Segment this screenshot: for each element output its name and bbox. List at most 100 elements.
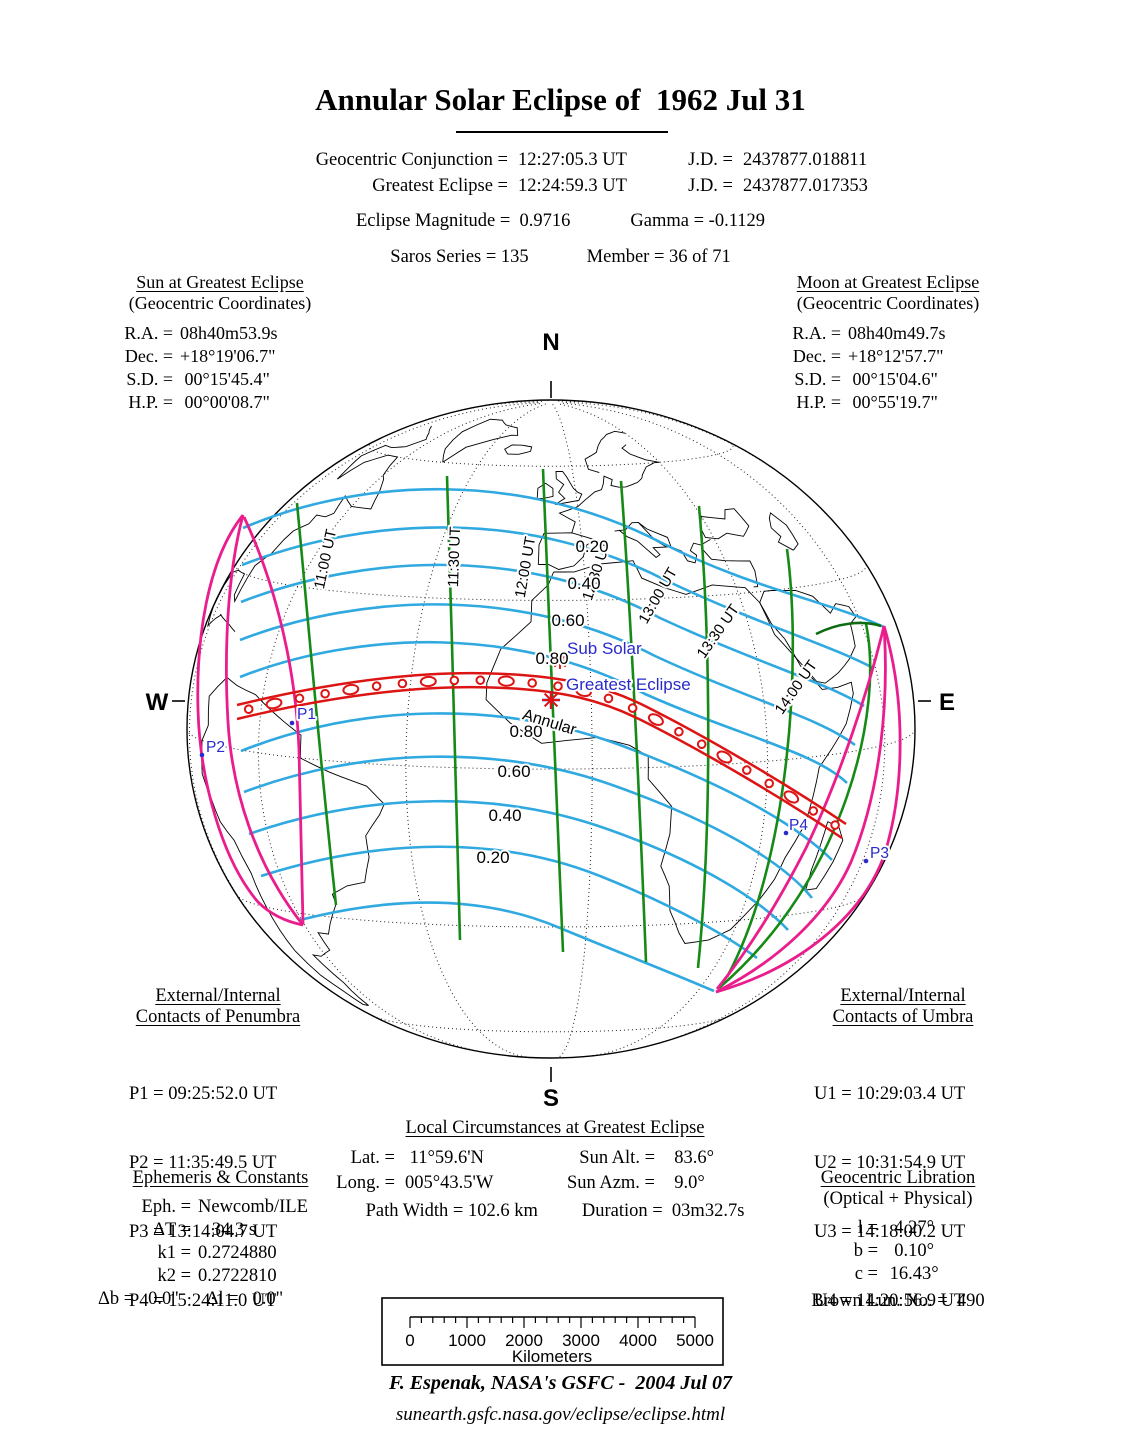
libration-subtitle: (Optical + Physical) — [823, 1189, 973, 1209]
umbra-oval-large — [497, 675, 515, 687]
sun-block-title: Sun at Greatest Eclipse — [136, 272, 304, 292]
coast-black-sea — [700, 508, 750, 540]
penumbral-limits — [196, 514, 902, 994]
local-circumstances-title: Local Circumstances at Greatest Eclipse — [405, 1118, 705, 1138]
umbra-oval — [674, 726, 684, 737]
p3-point — [863, 858, 869, 864]
ut-line-1400 — [718, 623, 872, 989]
mag-contour-060-s — [243, 755, 814, 899]
sun-dec-value: +18°19'06.7" — [180, 346, 276, 366]
magnitude-label-north-0.80: 0.80 — [535, 649, 568, 668]
mag-contour-north-limit — [242, 487, 885, 629]
sun-dec-label: Dec. = — [124, 346, 173, 366]
moon-coordinates-table: R.A. = 08h40m49.7s Dec. = +18°12'57.7" S.D… — [768, 322, 1008, 414]
sunrise-curve — [242, 516, 305, 925]
u4-time: U4 = 14:20:56.9 UT — [814, 1291, 966, 1311]
sun-azm-label: Sun Azm. = — [566, 1173, 655, 1193]
parallel--60 — [373, 1015, 730, 1033]
scale-tick-label-2000: 2000 — [505, 1331, 543, 1350]
umbra-oval — [741, 765, 752, 775]
west-limit-outer — [196, 514, 304, 927]
mag-contour-080-n — [239, 640, 848, 784]
meridian-150 — [556, 400, 572, 402]
local-circumstances-block: Local Circumstances at Greatest Eclipse … — [330, 1118, 780, 1222]
credit-line: F. Espenak, NASA's GSFC - 2004 Jul 07 — [388, 1372, 733, 1394]
coast-arabia — [759, 589, 857, 684]
k1-value: 0.2724880 — [198, 1243, 277, 1263]
jd1-value: 2437877.018811 — [743, 150, 868, 170]
libration-b-label: b = — [853, 1241, 878, 1261]
umbra-title-line1: External/Internal — [840, 986, 966, 1006]
umbra-oval — [627, 703, 638, 713]
west-limit-inner — [225, 514, 305, 926]
coast-caspian-sea — [768, 512, 799, 551]
mag-contour-020-n — [241, 526, 874, 670]
magnitude-label-south-0.20: 0.20 — [476, 848, 509, 867]
sun-alt-label: Sun Alt. = — [579, 1148, 655, 1168]
sub-solar-star-marker — [553, 654, 567, 668]
umbra-oval — [320, 688, 330, 699]
p4-point — [783, 830, 789, 836]
umbra-oval — [808, 806, 819, 816]
umbra-oval — [830, 820, 840, 830]
mag-contour-020-s — [260, 845, 758, 960]
parallel-0 — [186, 728, 916, 770]
magnitude-label-north-0.20: 0.20 — [575, 537, 608, 556]
meridian--90 — [188, 402, 539, 960]
sun-ra-value: 08h40m53.9s — [180, 323, 278, 343]
penumbra-contacts-block: External/Internal Contacts of Penumbra P… — [113, 986, 323, 1359]
coast-iberia — [537, 532, 597, 570]
moon-block-subtitle: (Geocentric Coordinates) — [796, 293, 980, 313]
umbra-oval-large — [716, 750, 733, 764]
east-limit-inner — [715, 625, 887, 994]
umbra-oval — [294, 693, 305, 704]
coast-madagascar — [804, 821, 844, 891]
umbra-oval — [449, 675, 460, 686]
eph-value: Newcomb/ILE — [198, 1197, 308, 1217]
gamma: Gamma = -0.1129 — [630, 211, 766, 231]
sun-alt-value: 83.6° — [665, 1148, 715, 1168]
page-title: Annular Solar Eclipse of 1962 Jul 31 — [315, 82, 806, 117]
parallel-60 — [368, 441, 734, 467]
path-centerline — [237, 680, 844, 831]
scale-tick-label-3000: 3000 — [562, 1331, 600, 1350]
penumbra-title-line1: External/Internal — [155, 986, 281, 1006]
jd2-label: J.D. = — [688, 176, 733, 196]
coast-iceland — [504, 444, 533, 455]
sun-ra-label: R.A. = — [124, 323, 173, 343]
east-limit-outer — [715, 625, 902, 994]
u3-time: U3 = 14:18:00.2 UT — [814, 1222, 966, 1242]
sub-solar-label: Sub Solar — [567, 639, 642, 658]
greatest-eclipse-star-marker — [543, 692, 559, 708]
coast-africa — [485, 560, 854, 944]
compass-east-label: E — [939, 689, 955, 716]
scale-tick-label-4000: 4000 — [619, 1331, 657, 1350]
duration: Duration = 03m32.7s — [581, 1201, 745, 1221]
umbra-title-line2: Contacts of Umbra — [832, 1007, 974, 1027]
umbra-oval-large — [265, 697, 283, 710]
umbra-contact-times: U1 = 10:29:03.4 UT U2 = 10:31:54.9 UT U3… — [798, 1037, 1008, 1359]
scale-unit-label: Kilometers — [512, 1347, 592, 1366]
sun-hp-value: 00°00'08.7" — [180, 392, 270, 412]
moon-hp-value: 00°55'19.7" — [848, 392, 938, 412]
conjunction-value: 12:27:05.3 UT — [518, 150, 627, 170]
sun-azm-value: 9.0° — [665, 1173, 705, 1193]
moon-coordinates-block: Moon at Greatest Eclipse (Geocentric Coo… — [768, 272, 1008, 414]
magnitude-contours — [239, 487, 885, 993]
ephemeris-table: Eph. = Newcomb/ILE ΔT = 34.3 s k1 = 0.2724… — [98, 1196, 343, 1288]
sun-coordinates-block: Sun at Greatest Eclipse (Geocentric Coor… — [100, 272, 340, 414]
latitude-value: 11°59.6'N — [405, 1148, 484, 1168]
p1-time: P1 = 09:25:52.0 UT — [129, 1084, 278, 1104]
longitude-label: Long. = — [336, 1173, 395, 1193]
path-width: Path Width = 102.6 km — [365, 1201, 538, 1221]
coast-balkans-greece — [638, 522, 711, 564]
moon-block-title: Moon at Greatest Eclipse — [796, 272, 980, 292]
umbra-oval — [553, 681, 563, 692]
parallel-30 — [235, 563, 867, 601]
umbra-oval — [527, 678, 538, 688]
ut-label-1130UT: 11:30 UT — [445, 526, 464, 587]
ut-line-1100 — [295, 502, 338, 906]
source-url: sunearth.gsfc.nasa.gov/eclipse/eclipse.h… — [395, 1404, 726, 1425]
libration-c-value: 16.43° — [885, 1264, 939, 1284]
